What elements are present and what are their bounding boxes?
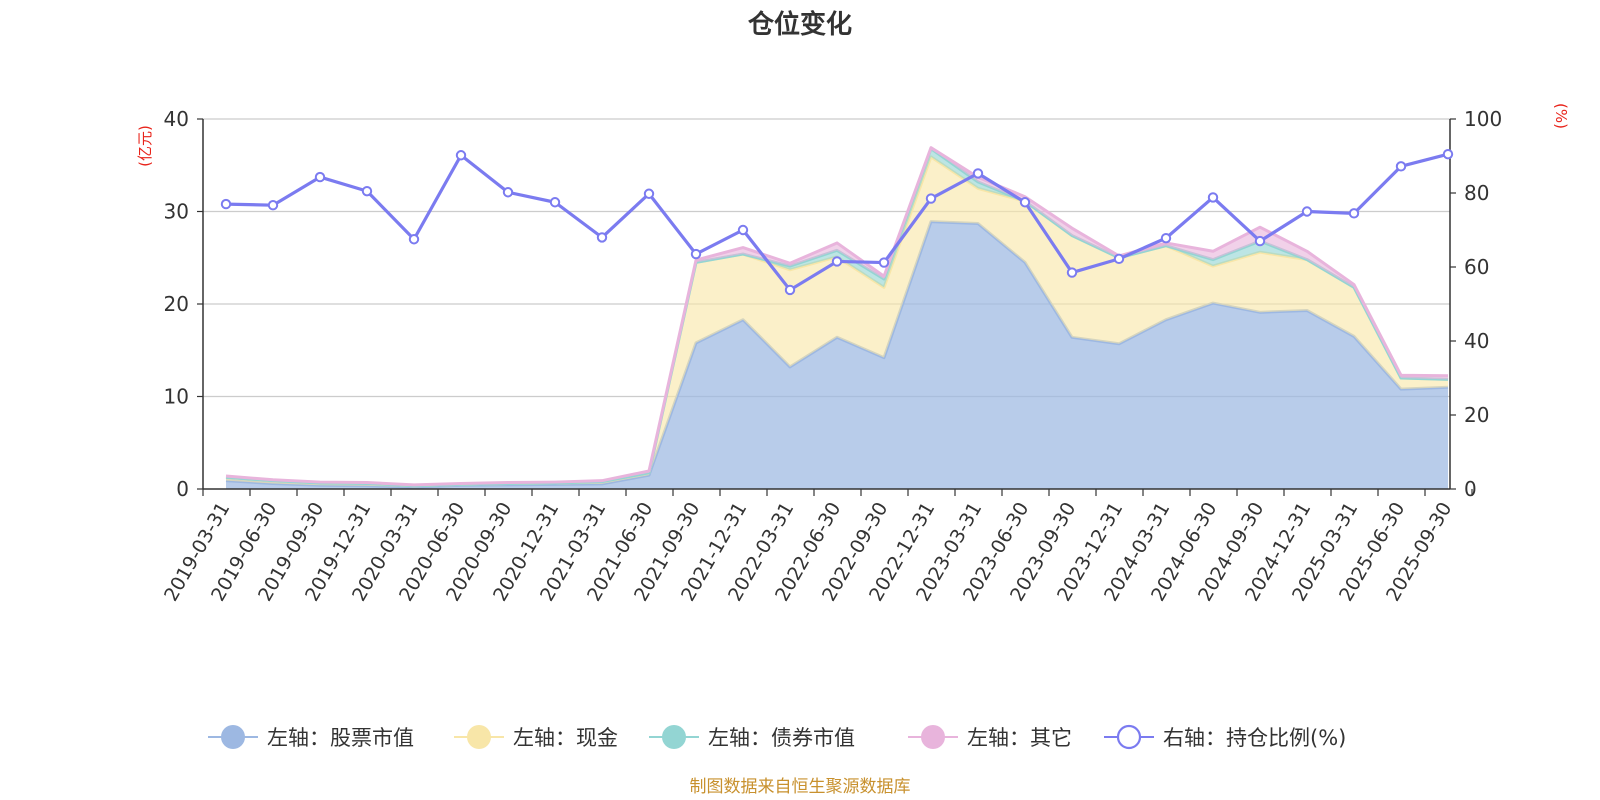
ratio-point xyxy=(220,198,232,210)
chart-title: 仓位变化 xyxy=(747,9,852,40)
left-tick-label: 30 xyxy=(164,200,189,224)
ratio-point xyxy=(831,256,843,267)
legend: 左轴：股票市值 左轴：现金 左轴：债券市值 左轴：其它 右轴：持仓比例(%) xyxy=(208,724,1346,750)
legend-marker xyxy=(467,725,491,749)
ratio-point xyxy=(878,257,890,268)
legend-label: 左轴：现金 xyxy=(513,726,618,750)
ratio-point xyxy=(784,284,796,296)
ratio-point xyxy=(361,185,373,197)
right-tick-label: 60 xyxy=(1464,255,1489,279)
legend-marker xyxy=(221,725,245,749)
area-edge-4 xyxy=(225,146,1449,487)
holding-ratio-line xyxy=(220,148,1454,296)
legend-label: 左轴：其它 xyxy=(967,726,1072,750)
legend-item-1[interactable]: 左轴：股票市值 xyxy=(208,725,414,750)
ratio-point xyxy=(1395,161,1407,172)
right-y-axis-ticks: 0 20 40 60 80 100 xyxy=(1450,107,1502,501)
legend-marker xyxy=(662,725,686,749)
legend-item-2[interactable]: 左轴：现金 xyxy=(454,725,618,750)
legend-marker xyxy=(921,725,945,749)
ratio-point xyxy=(737,224,749,236)
ratio-point xyxy=(1019,197,1031,208)
left-tick-label: 0 xyxy=(176,477,189,501)
legend-item-3[interactable]: 左轴：债券市值 xyxy=(649,725,855,750)
ratio-point xyxy=(1301,206,1313,217)
left-y-axis-ticks: 0 10 20 30 40 xyxy=(164,107,203,501)
ratio-point xyxy=(502,187,514,198)
ratio-point xyxy=(972,168,984,179)
right-tick-label: 0 xyxy=(1464,477,1477,501)
legend-label: 右轴：持仓比例(%) xyxy=(1163,726,1346,750)
ratio-point xyxy=(1113,253,1125,265)
x-axis-ticks: 2019-03-312019-06-302019-09-302019-12-31… xyxy=(160,489,1473,605)
ratio-point xyxy=(1066,267,1078,278)
ratio-point xyxy=(643,188,655,199)
legend-marker xyxy=(1116,724,1142,750)
right-tick-label: 40 xyxy=(1464,329,1489,353)
ratio-point xyxy=(408,234,420,245)
left-axis-unit: (亿元) xyxy=(136,125,154,167)
right-axis-unit: (%) xyxy=(1552,103,1570,129)
ratio-point xyxy=(1207,192,1219,203)
ratio-point xyxy=(267,200,279,211)
left-tick-label: 40 xyxy=(164,107,189,131)
ratio-point xyxy=(1160,232,1172,244)
ratio-point xyxy=(1348,208,1360,219)
area-2 xyxy=(226,156,1448,488)
ratio-point xyxy=(1442,148,1454,160)
ratio-point xyxy=(549,197,561,208)
ratio-point xyxy=(455,150,467,161)
stacked-areas xyxy=(225,146,1449,490)
area-1 xyxy=(226,221,1448,490)
right-tick-label: 100 xyxy=(1464,107,1502,131)
right-tick-label: 80 xyxy=(1464,181,1489,205)
right-tick-label: 20 xyxy=(1464,403,1489,427)
legend-item-5[interactable]: 右轴：持仓比例(%) xyxy=(1104,724,1346,750)
ratio-point xyxy=(1254,235,1266,247)
left-tick-label: 10 xyxy=(164,385,189,409)
ratio-point xyxy=(690,248,702,260)
data-source-note: 制图数据来自恒生聚源数据库 xyxy=(690,777,911,797)
ratio-point xyxy=(925,193,937,204)
legend-label: 左轴：股票市值 xyxy=(267,726,414,750)
ratio-point xyxy=(596,232,608,243)
legend-item-4[interactable]: 左轴：其它 xyxy=(908,725,1072,750)
ratio-point xyxy=(314,171,326,183)
left-tick-label: 20 xyxy=(164,292,189,316)
legend-label: 左轴：债券市值 xyxy=(708,726,855,750)
